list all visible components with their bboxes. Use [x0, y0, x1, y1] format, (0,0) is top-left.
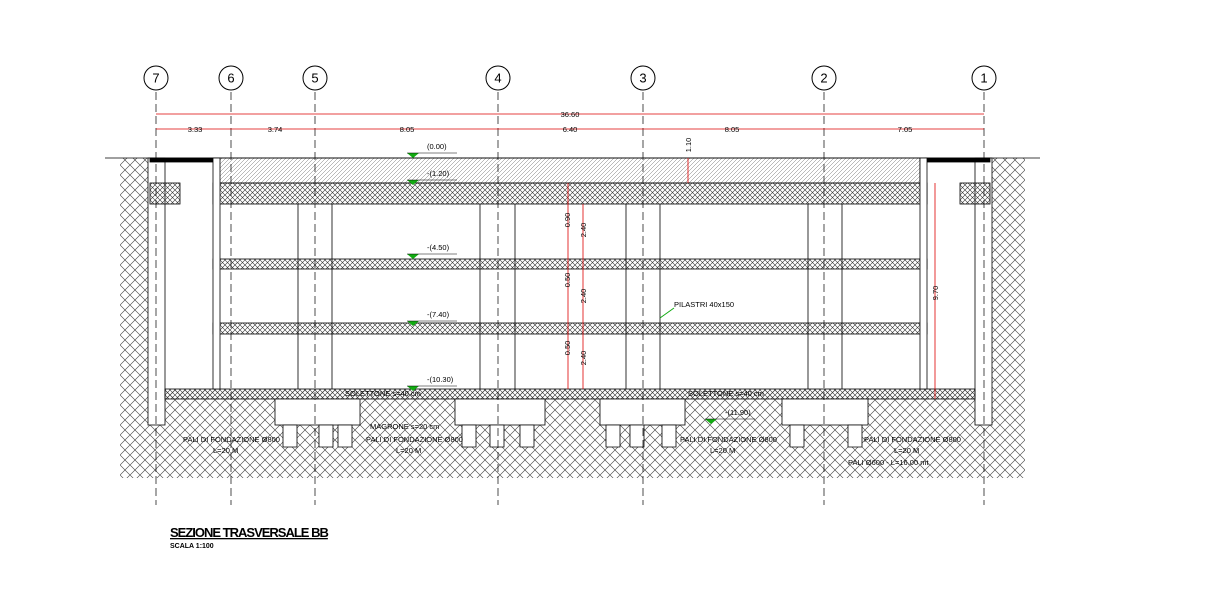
axis-label: 7 — [152, 70, 159, 85]
dimension-lines — [156, 113, 984, 399]
axis-label: 6 — [227, 70, 234, 85]
floor-dimension: 2.40 — [579, 289, 588, 304]
leader — [659, 307, 675, 319]
labels: 36.60 3.33 3.74 8.05 6.40 8.05 7.05 1.10 9.70 0.9… — [183, 110, 961, 467]
slab-label: SOLETTONE s=40 cm — [688, 389, 764, 398]
grid-axes: 7 6 5 4 3 2 1 — [143, 65, 997, 505]
cover-dimension: 1.10 — [684, 138, 693, 153]
axis-bubble — [143, 65, 169, 91]
axis-label: 5 — [311, 70, 318, 85]
lean-concrete-label: MAGRONE s=20 cm — [370, 422, 439, 431]
axis-bubble — [485, 65, 511, 91]
level-marker — [407, 321, 419, 326]
pile-label: PALI DI FONDAZIONE Ø800 — [864, 435, 961, 444]
pile-label: PALI DI FONDAZIONE Ø800 — [680, 435, 777, 444]
span-dimension: 6.40 — [563, 125, 578, 134]
pile-length: L=20 M — [213, 446, 238, 455]
title: SEZIONE TRASVERSALE BB — [170, 525, 328, 540]
floor-dimension: 0.50 — [563, 273, 572, 288]
span-dimension: 8.05 — [400, 125, 415, 134]
axis-label: 3 — [639, 70, 646, 85]
axis-bubble — [302, 65, 328, 91]
axis-bubble — [630, 65, 656, 91]
level-label: -(1.20) — [427, 169, 450, 178]
span-dimension: 8.05 — [725, 125, 740, 134]
scale: SCALA 1:100 — [170, 543, 214, 550]
level-marker — [705, 419, 717, 424]
floor-dimension: 0.90 — [563, 213, 572, 228]
level-label: -(4.50) — [427, 243, 450, 252]
level-marker — [407, 386, 419, 391]
slab-label: SOLETTONE s=40 cm — [345, 389, 421, 398]
level-marker — [407, 153, 419, 158]
level-label: (0.00) — [427, 142, 447, 151]
floor-dimension: 0.50 — [563, 341, 572, 356]
structure — [105, 157, 1040, 478]
level-marker — [407, 254, 419, 259]
span-dimension: 3.33 — [188, 125, 203, 134]
axis-label: 4 — [494, 70, 501, 85]
pile-label: PALI DI FONDAZIONE Ø800 — [183, 435, 280, 444]
small-pile-label: PALI Ø600 - L=16.00 mt — [848, 458, 929, 467]
span-dimension: 7.05 — [898, 125, 913, 134]
pile-label: PALI DI FONDAZIONE Ø800 — [366, 435, 463, 444]
level-label: -(11.90) — [725, 408, 751, 417]
pile-length: L=20 M — [396, 446, 421, 455]
span-dimension: 3.74 — [268, 125, 283, 134]
height-dimension: 9.70 — [931, 286, 940, 301]
level-label: -(7.40) — [427, 310, 450, 319]
axis-label: 1 — [980, 70, 987, 85]
level-marker — [407, 180, 419, 185]
pile-length: L=20 M — [710, 446, 735, 455]
axis-label: 2 — [820, 70, 827, 85]
axis-bubble — [218, 65, 244, 91]
axis-bubble — [811, 65, 837, 91]
total-dimension: 36.60 — [561, 110, 580, 119]
level-label: -(10.30) — [427, 375, 454, 384]
floor-dimension: 2.40 — [579, 351, 588, 366]
floor-dimension: 2.40 — [579, 223, 588, 238]
pile-length: L=20 M — [894, 446, 919, 455]
column-label: PILASTRI 40x150 — [674, 300, 734, 309]
axis-bubble — [971, 65, 997, 91]
